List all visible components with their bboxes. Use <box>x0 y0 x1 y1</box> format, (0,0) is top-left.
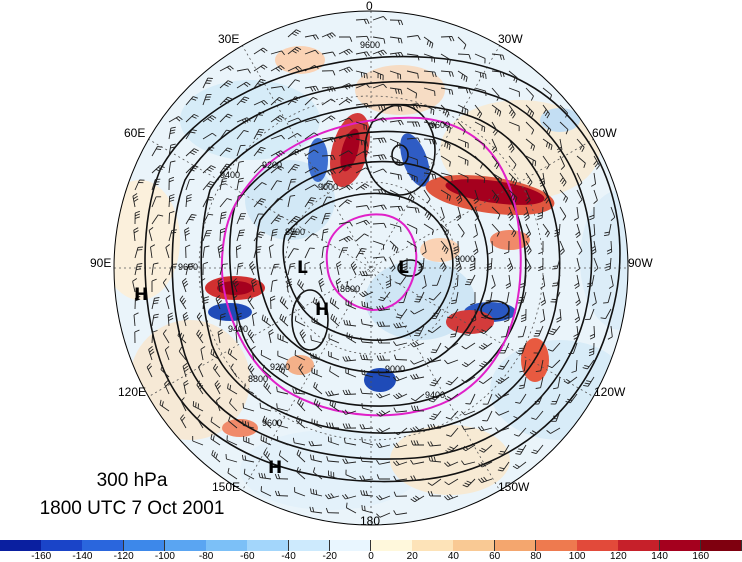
colorbar-tick-label: 140 <box>651 551 668 562</box>
colorbar-tick-label: 160 <box>692 551 709 562</box>
contour-label: 8600 <box>340 284 360 294</box>
colorbar-segment <box>660 540 702 551</box>
colorbar-tick-label: -40 <box>281 551 295 562</box>
contour-label: 9200 <box>262 160 282 170</box>
pressure-system-marker: H <box>315 300 329 320</box>
contour-label: 8800 <box>248 374 268 384</box>
colorbar-tick-label: 40 <box>448 551 459 562</box>
contour-label: 9200 <box>270 362 290 372</box>
colorbar-tick-label: -20 <box>323 551 337 562</box>
lon-label-90w: 90W <box>628 256 653 270</box>
contour-label: 9000 <box>318 182 338 192</box>
colorbar-tick-label: 20 <box>407 551 418 562</box>
colorbar-tick-label: 120 <box>610 551 627 562</box>
lon-label-0: 0 <box>366 0 373 13</box>
colorbar-tick-label: -120 <box>114 551 134 562</box>
colorbar-segment <box>165 540 207 551</box>
colorbar-segment <box>247 540 289 551</box>
colorbar-segment <box>330 540 372 551</box>
contour-label: 9600 <box>430 120 450 130</box>
lon-label-60e: 60E <box>124 126 145 140</box>
contour-label: 9400 <box>228 324 248 334</box>
pressure-system-marker: L <box>398 258 409 278</box>
colorbar-tick-label: -80 <box>199 551 213 562</box>
colorbar-tick-label: 100 <box>569 551 586 562</box>
colorbar-segment <box>206 540 248 551</box>
colorbar-segment <box>577 540 619 551</box>
colorbar-segment <box>124 540 166 551</box>
colorbar-tick-label: -140 <box>72 551 92 562</box>
colorbar-tick-label: -60 <box>240 551 254 562</box>
contour-label: 9600 <box>262 418 282 428</box>
lon-label-90e: 90E <box>90 256 111 270</box>
colorbar-tick-label: -160 <box>31 551 51 562</box>
contour-label: 9000 <box>455 254 475 264</box>
colorbar-segment <box>701 540 742 551</box>
lon-label-30w: 30W <box>498 32 523 46</box>
lon-label-120w: 120W <box>594 385 625 399</box>
colorbar-tick-label: 60 <box>489 551 500 562</box>
colorbar-segment <box>453 540 495 551</box>
pressure-system-marker: H <box>268 458 282 478</box>
map-time-title: 1800 UTC 7 Oct 2001 <box>14 498 250 520</box>
contour-label: 9600 <box>360 40 380 50</box>
lon-label-120e: 120E <box>118 385 146 399</box>
lon-label-60w: 60W <box>592 126 617 140</box>
polar-map: 9600 9600 9400 9200 9000 8800 9000 8600 … <box>0 0 742 540</box>
colorbar-segment <box>41 540 83 551</box>
colorbar-segment <box>289 540 331 551</box>
lon-label-30e: 30E <box>218 32 239 46</box>
map-level-title: 300 hPa <box>14 470 250 492</box>
contour-label: 9000 <box>385 364 405 374</box>
contour-label: 9600 <box>178 262 198 272</box>
contour-label: 9400 <box>220 170 240 180</box>
pressure-system-marker: L <box>297 258 308 278</box>
colorbar-tick-label: -100 <box>155 551 175 562</box>
lon-label-150w: 150W <box>498 480 529 494</box>
lon-label-180: 180 <box>360 514 380 528</box>
colorbar-segment <box>82 540 124 551</box>
contour-label: 9400 <box>425 390 445 400</box>
colorbar-segment <box>371 540 413 551</box>
colorbar-segment <box>412 540 454 551</box>
colorbar-tick-label: 0 <box>368 551 374 562</box>
colorbar-segment <box>495 540 537 551</box>
colorbar-segment <box>0 540 42 551</box>
colorbar-segment <box>618 540 660 551</box>
pressure-system-marker: H <box>134 285 148 305</box>
colorbar-segment <box>536 540 578 551</box>
colorbar-tick-label: 80 <box>530 551 541 562</box>
contour-label: 8800 <box>285 227 305 237</box>
